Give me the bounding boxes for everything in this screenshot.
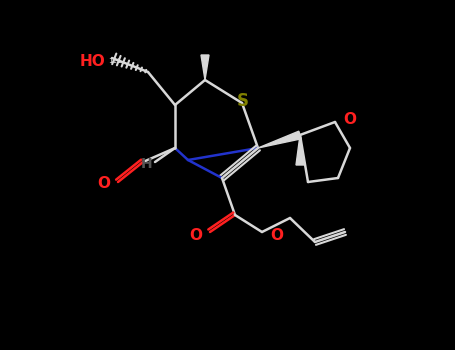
- Text: H: H: [141, 157, 152, 171]
- Text: HO: HO: [79, 55, 105, 70]
- Polygon shape: [201, 55, 209, 80]
- Polygon shape: [296, 135, 304, 165]
- Text: S: S: [237, 92, 249, 110]
- Text: O: O: [270, 229, 283, 244]
- Polygon shape: [258, 131, 301, 148]
- Text: O: O: [189, 229, 202, 244]
- Text: O: O: [97, 176, 110, 191]
- Text: O: O: [343, 112, 356, 127]
- Text: ₁₁₁: ₁₁₁: [108, 55, 121, 65]
